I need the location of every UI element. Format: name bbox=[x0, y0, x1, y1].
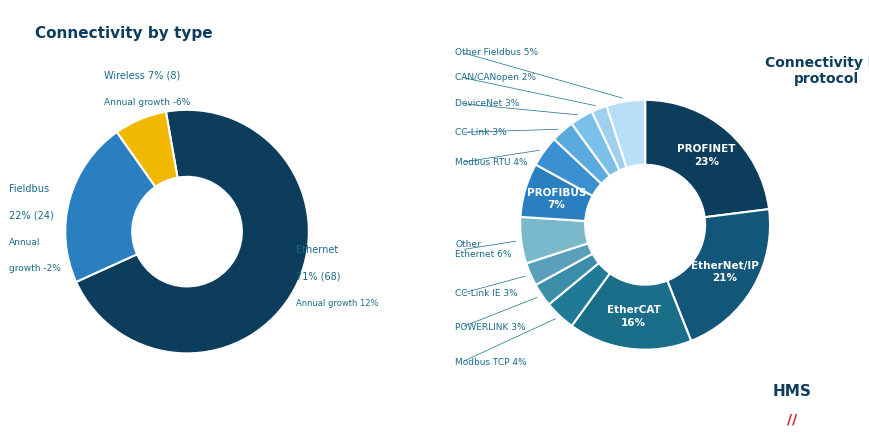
Text: Modbus TCP 4%: Modbus TCP 4% bbox=[454, 357, 527, 367]
Wedge shape bbox=[76, 110, 308, 354]
Text: 71% (68): 71% (68) bbox=[295, 272, 340, 282]
Text: Annual growth -6%: Annual growth -6% bbox=[104, 98, 190, 107]
Text: Ethernet: Ethernet bbox=[295, 246, 338, 256]
Text: HMS: HMS bbox=[772, 384, 810, 399]
Wedge shape bbox=[520, 217, 587, 264]
Wedge shape bbox=[606, 100, 645, 168]
Text: growth -2%: growth -2% bbox=[9, 264, 61, 273]
Wedge shape bbox=[65, 132, 156, 282]
Text: EtherNet/IP
21%: EtherNet/IP 21% bbox=[690, 260, 758, 283]
Wedge shape bbox=[535, 139, 600, 196]
Wedge shape bbox=[645, 100, 768, 217]
Text: CC-Link 3%: CC-Link 3% bbox=[454, 128, 507, 137]
Text: 22% (24): 22% (24) bbox=[9, 211, 53, 221]
Wedge shape bbox=[667, 209, 769, 341]
Text: Other Fieldbus 5%: Other Fieldbus 5% bbox=[454, 48, 538, 57]
Wedge shape bbox=[520, 165, 592, 221]
Wedge shape bbox=[526, 243, 592, 285]
Text: CAN/CANopen 2%: CAN/CANopen 2% bbox=[454, 73, 535, 82]
Text: Connectivity by
protocol: Connectivity by protocol bbox=[765, 56, 869, 86]
Wedge shape bbox=[571, 112, 619, 176]
Text: //: // bbox=[786, 412, 796, 426]
Text: PROFINET
23%: PROFINET 23% bbox=[676, 144, 734, 166]
Text: EtherCAT
16%: EtherCAT 16% bbox=[606, 305, 660, 328]
Text: DeviceNet 3%: DeviceNet 3% bbox=[454, 99, 519, 108]
Wedge shape bbox=[571, 273, 690, 350]
Wedge shape bbox=[554, 124, 609, 184]
Wedge shape bbox=[591, 106, 626, 170]
Text: PROFIBUS
7%: PROFIBUS 7% bbox=[526, 188, 586, 210]
Text: Fieldbus: Fieldbus bbox=[9, 184, 49, 194]
Text: CC-Link IE 3%: CC-Link IE 3% bbox=[454, 289, 517, 298]
Wedge shape bbox=[548, 263, 609, 326]
Text: Wireless 7% (8): Wireless 7% (8) bbox=[104, 71, 181, 81]
Text: Connectivity by type: Connectivity by type bbox=[35, 26, 212, 41]
Wedge shape bbox=[116, 112, 177, 187]
Text: POWERLINK 3%: POWERLINK 3% bbox=[454, 323, 525, 332]
Text: Annual: Annual bbox=[9, 238, 40, 247]
Text: Other
Ethernet 6%: Other Ethernet 6% bbox=[454, 240, 511, 260]
Text: Annual growth 12%: Annual growth 12% bbox=[295, 299, 378, 308]
Text: Modbus RTU 4%: Modbus RTU 4% bbox=[454, 158, 527, 167]
Wedge shape bbox=[535, 253, 598, 305]
